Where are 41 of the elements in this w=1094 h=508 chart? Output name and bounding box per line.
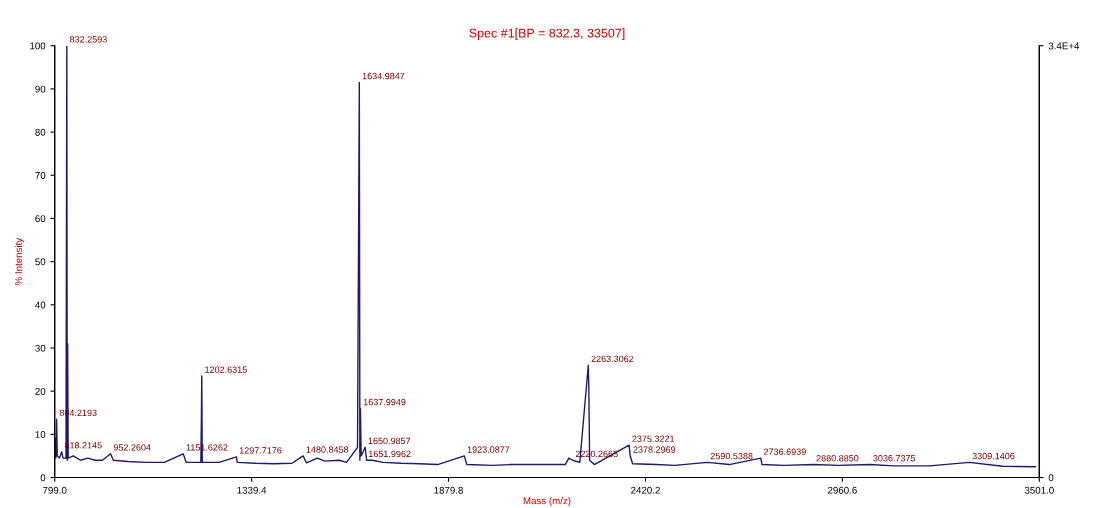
y-tick-label: 40 <box>35 301 46 309</box>
y2-tick-label: 0 <box>1048 474 1054 482</box>
y-tick-label: 30 <box>35 344 46 352</box>
annotation: 1637.9949 <box>363 398 406 406</box>
y2-tick-label: 3.4E+4 <box>1048 42 1080 50</box>
annotation: 2590.5388 <box>710 452 753 460</box>
line-series <box>54 45 1036 468</box>
chart-title: Spec #1[BP = 832.3, 33507] <box>469 28 625 40</box>
y-tick-label: 10 <box>35 431 46 438</box>
annotation: 832.2593 <box>69 36 107 43</box>
annotation: 2378.2969 <box>633 446 676 453</box>
y-tick-label: 70 <box>35 171 46 179</box>
x-axis-title: Mass (m/z) <box>523 497 571 507</box>
y-axis-title: % Intensity <box>14 237 24 286</box>
annotation: 2263.3062 <box>591 355 634 363</box>
y-tick-label: 0 <box>40 474 46 482</box>
annotation: 1202.6315 <box>205 366 247 373</box>
x-tick-label: 799.0 <box>43 486 67 494</box>
x-tick-label: 2420.2 <box>631 486 660 494</box>
annotation: 1297.7176 <box>239 447 282 454</box>
annotation: 1634.9847 <box>362 72 405 80</box>
x-tick-label: 1879.8 <box>434 486 463 494</box>
annotation: 1651.9962 <box>368 450 411 458</box>
annotation: 1650.9857 <box>368 437 411 445</box>
x-tick-label: 2960.6 <box>828 486 857 494</box>
annotation: 2736.6939 <box>764 448 806 455</box>
annotation: 1480.8458 <box>306 446 349 453</box>
y-tick-label: 50 <box>35 258 46 266</box>
y-tick-label: 60 <box>35 215 46 223</box>
annotation: 952.2604 <box>113 444 151 451</box>
y-tick-label: 100 <box>30 42 46 50</box>
annotation: 2880.8850 <box>816 455 859 462</box>
y-tick-label: 20 <box>35 387 46 395</box>
annotation: 1923.0877 <box>467 446 510 453</box>
y-tick-label: 90 <box>35 85 46 93</box>
y-tick-label: 80 <box>35 128 46 136</box>
x-tick-label: 3501.0 <box>1024 486 1054 494</box>
x-tick-label: 1339.4 <box>237 486 267 494</box>
annotation: 3036.7375 <box>873 455 916 462</box>
annotation: 3309.1406 <box>972 452 1015 460</box>
annotation: 2375.3221 <box>632 435 675 442</box>
